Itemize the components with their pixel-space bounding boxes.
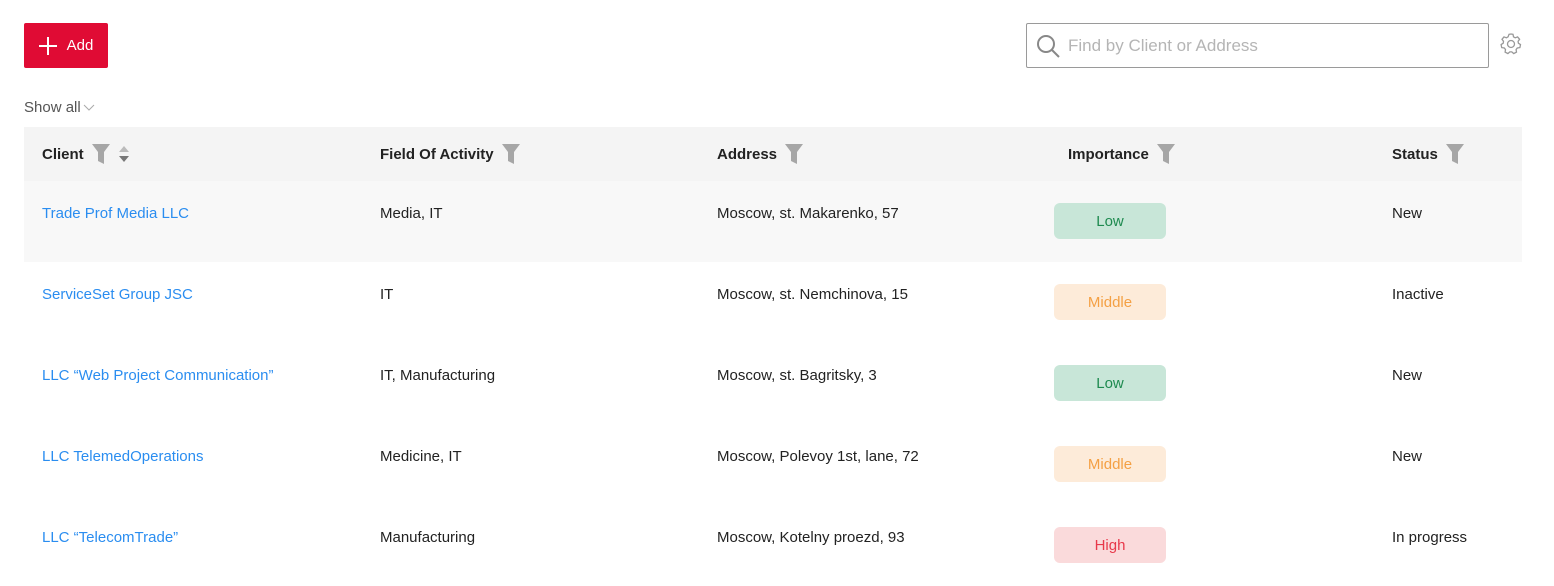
clients-table: Client Field Of Activity Address Importance… xyxy=(24,127,1522,586)
cell-client: LLC TelemedOperations xyxy=(24,424,362,505)
field-of-activity: Manufacturing xyxy=(380,529,476,546)
column-header-label: Field Of Activity xyxy=(380,145,494,163)
cell-client: LLC “Web Project Communication” xyxy=(24,343,362,424)
search-field[interactable] xyxy=(1026,23,1489,68)
filter-icon[interactable] xyxy=(1156,144,1175,164)
chevron-down-icon xyxy=(83,104,95,111)
sort-icon[interactable] xyxy=(118,144,130,164)
filter-icon[interactable] xyxy=(501,144,520,164)
cell-importance: Low xyxy=(1037,343,1374,424)
column-header-client[interactable]: Client xyxy=(24,127,362,181)
column-header-status[interactable]: Status xyxy=(1374,127,1522,181)
cell-importance: High xyxy=(1037,505,1374,586)
cell-status: New xyxy=(1374,424,1522,505)
table-row[interactable]: Trade Prof Media LLC Media, IT Moscow, st.… xyxy=(24,181,1522,262)
status: In progress xyxy=(1392,529,1468,546)
cell-status: In progress xyxy=(1374,505,1522,586)
table-row[interactable]: LLC “TelecomTrade” Manufacturing Moscow, K… xyxy=(24,505,1522,586)
cell-field: Manufacturing xyxy=(362,505,699,586)
column-header-label: Address xyxy=(717,145,778,163)
cell-importance: Middle xyxy=(1037,262,1374,343)
importance-badge: High xyxy=(1054,527,1166,563)
column-header-field-of-activity[interactable]: Field Of Activity xyxy=(362,127,699,181)
show-all-label: Show all xyxy=(24,99,81,116)
status: New xyxy=(1392,448,1423,465)
field-of-activity: Medicine, IT xyxy=(380,448,462,465)
importance-badge: Low xyxy=(1054,203,1166,239)
client-link[interactable]: Trade Prof Media LLC xyxy=(42,205,190,222)
cell-address: Moscow, Polevoy 1st, lane, 72 xyxy=(699,424,1037,505)
cell-address: Moscow, Kotelny proezd, 93 xyxy=(699,505,1037,586)
client-link[interactable]: ServiceSet Group JSC xyxy=(42,286,193,303)
search-icon xyxy=(1037,34,1060,58)
cell-status: New xyxy=(1374,181,1522,262)
add-button-label: Add xyxy=(66,37,94,54)
cell-field: IT, Manufacturing xyxy=(362,343,699,424)
cell-client: ServiceSet Group JSC xyxy=(24,262,362,343)
filter-icon[interactable] xyxy=(91,144,110,164)
cell-client: LLC “TelecomTrade” xyxy=(24,505,362,586)
cell-client: Trade Prof Media LLC xyxy=(24,181,362,262)
cell-address: Moscow, st. Makarenko, 57 xyxy=(699,181,1037,262)
importance-badge: Middle xyxy=(1054,284,1166,320)
importance-badge: Low xyxy=(1054,365,1166,401)
client-link[interactable]: LLC “TelecomTrade” xyxy=(42,529,179,546)
column-header-label: Client xyxy=(42,145,84,163)
table-row[interactable]: ServiceSet Group JSC IT Moscow, st. Nemchi… xyxy=(24,262,1522,343)
field-of-activity: Media, IT xyxy=(380,205,443,222)
column-header-label: Importance xyxy=(1068,145,1149,163)
status: New xyxy=(1392,367,1423,384)
filter-icon[interactable] xyxy=(1445,144,1464,164)
cell-field: Medicine, IT xyxy=(362,424,699,505)
table-row[interactable]: LLC TelemedOperations Medicine, IT Moscow,… xyxy=(24,424,1522,505)
settings-gear-icon[interactable] xyxy=(1499,32,1523,56)
cell-importance: Low xyxy=(1037,181,1374,262)
column-header-importance[interactable]: Importance xyxy=(1037,127,1374,181)
client-link[interactable]: LLC “Web Project Communication” xyxy=(42,367,274,384)
show-all-dropdown[interactable]: Show all xyxy=(24,99,95,116)
field-of-activity: IT, Manufacturing xyxy=(380,367,496,384)
column-header-address[interactable]: Address xyxy=(699,127,1037,181)
cell-status: New xyxy=(1374,343,1522,424)
search-input[interactable] xyxy=(1068,35,1488,56)
column-header-label: Status xyxy=(1392,145,1438,163)
cell-status: Inactive xyxy=(1374,262,1522,343)
address: Moscow, st. Makarenko, 57 xyxy=(717,205,899,222)
address: Moscow, Kotelny proezd, 93 xyxy=(717,529,905,546)
address: Moscow, st. Bagritsky, 3 xyxy=(717,367,877,384)
address: Moscow, st. Nemchinova, 15 xyxy=(717,286,908,303)
status: Inactive xyxy=(1392,286,1444,303)
plus-icon xyxy=(38,36,57,55)
cell-importance: Middle xyxy=(1037,424,1374,505)
status: New xyxy=(1392,205,1423,222)
cell-field: IT xyxy=(362,262,699,343)
cell-address: Moscow, st. Bagritsky, 3 xyxy=(699,343,1037,424)
field-of-activity: IT xyxy=(380,286,394,303)
add-button[interactable]: Add xyxy=(24,23,108,68)
address: Moscow, Polevoy 1st, lane, 72 xyxy=(717,448,919,465)
filter-icon[interactable] xyxy=(785,144,804,164)
importance-badge: Middle xyxy=(1054,446,1166,482)
table-header: Client Field Of Activity Address Importance… xyxy=(24,127,1522,181)
cell-address: Moscow, st. Nemchinova, 15 xyxy=(699,262,1037,343)
client-link[interactable]: LLC TelemedOperations xyxy=(42,448,204,465)
table-row[interactable]: LLC “Web Project Communication” IT, Manuf… xyxy=(24,343,1522,424)
cell-field: Media, IT xyxy=(362,181,699,262)
